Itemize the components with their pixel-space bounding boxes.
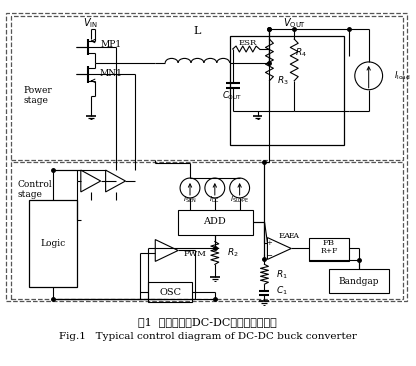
Bar bbox=[29, 200, 77, 287]
Text: Power: Power bbox=[23, 86, 52, 95]
Bar bbox=[11, 162, 404, 299]
Text: $I_{\rm DC}$: $I_{\rm DC}$ bbox=[209, 195, 220, 205]
Circle shape bbox=[205, 178, 225, 198]
Text: +: + bbox=[267, 239, 272, 247]
Bar bbox=[11, 16, 404, 160]
Circle shape bbox=[355, 62, 383, 90]
Text: EA: EA bbox=[278, 232, 290, 240]
Text: $R_1$: $R_1$ bbox=[276, 268, 288, 281]
Text: $I_{\rm SEN}$: $I_{\rm SEN}$ bbox=[183, 195, 197, 205]
Text: ESR: ESR bbox=[238, 39, 257, 47]
Bar bbox=[6, 13, 407, 301]
Circle shape bbox=[230, 178, 250, 198]
Text: $C_1$: $C_1$ bbox=[276, 285, 288, 298]
Circle shape bbox=[180, 178, 200, 198]
Text: $R_2$: $R_2$ bbox=[227, 246, 238, 259]
Text: stage: stage bbox=[23, 96, 48, 105]
Text: $V_{\rm IN}$: $V_{\rm IN}$ bbox=[83, 16, 98, 30]
Text: OSC: OSC bbox=[159, 288, 181, 297]
Text: $I_{\rm load}$: $I_{\rm load}$ bbox=[394, 70, 410, 82]
Text: FB: FB bbox=[323, 239, 335, 247]
Bar bbox=[149, 282, 192, 302]
Text: Control: Control bbox=[17, 180, 52, 190]
Text: $R_4$: $R_4$ bbox=[295, 47, 307, 59]
Text: $R_3$: $R_3$ bbox=[277, 75, 289, 87]
Text: 图1  典型降压型DC-DC变换器控制框图: 图1 典型降压型DC-DC变换器控制框图 bbox=[139, 317, 277, 327]
Text: MP1: MP1 bbox=[100, 40, 121, 49]
Text: Bandgap: Bandgap bbox=[339, 277, 379, 286]
Text: $-$: $-$ bbox=[266, 250, 273, 258]
Text: PWM: PWM bbox=[183, 250, 206, 258]
Text: $C_{\rm OUT}$: $C_{\rm OUT}$ bbox=[223, 89, 243, 102]
Text: $V_{\rm OUT}$: $V_{\rm OUT}$ bbox=[283, 16, 306, 30]
Text: Fig.1   Typical control diagram of DC-DC buck converter: Fig.1 Typical control diagram of DC-DC b… bbox=[59, 332, 357, 341]
Text: ADD: ADD bbox=[203, 217, 226, 226]
Bar bbox=[309, 238, 349, 261]
Text: Logic: Logic bbox=[40, 239, 66, 248]
Text: stage: stage bbox=[17, 190, 42, 199]
Text: $I_{\rm SLOPE}$: $I_{\rm SLOPE}$ bbox=[230, 195, 249, 205]
Text: MN1: MN1 bbox=[99, 69, 122, 78]
Bar bbox=[329, 269, 389, 293]
Bar bbox=[230, 36, 344, 145]
Text: EA: EA bbox=[289, 232, 300, 240]
Text: R+F: R+F bbox=[320, 247, 338, 255]
Bar bbox=[178, 210, 253, 235]
Text: L: L bbox=[193, 26, 201, 36]
